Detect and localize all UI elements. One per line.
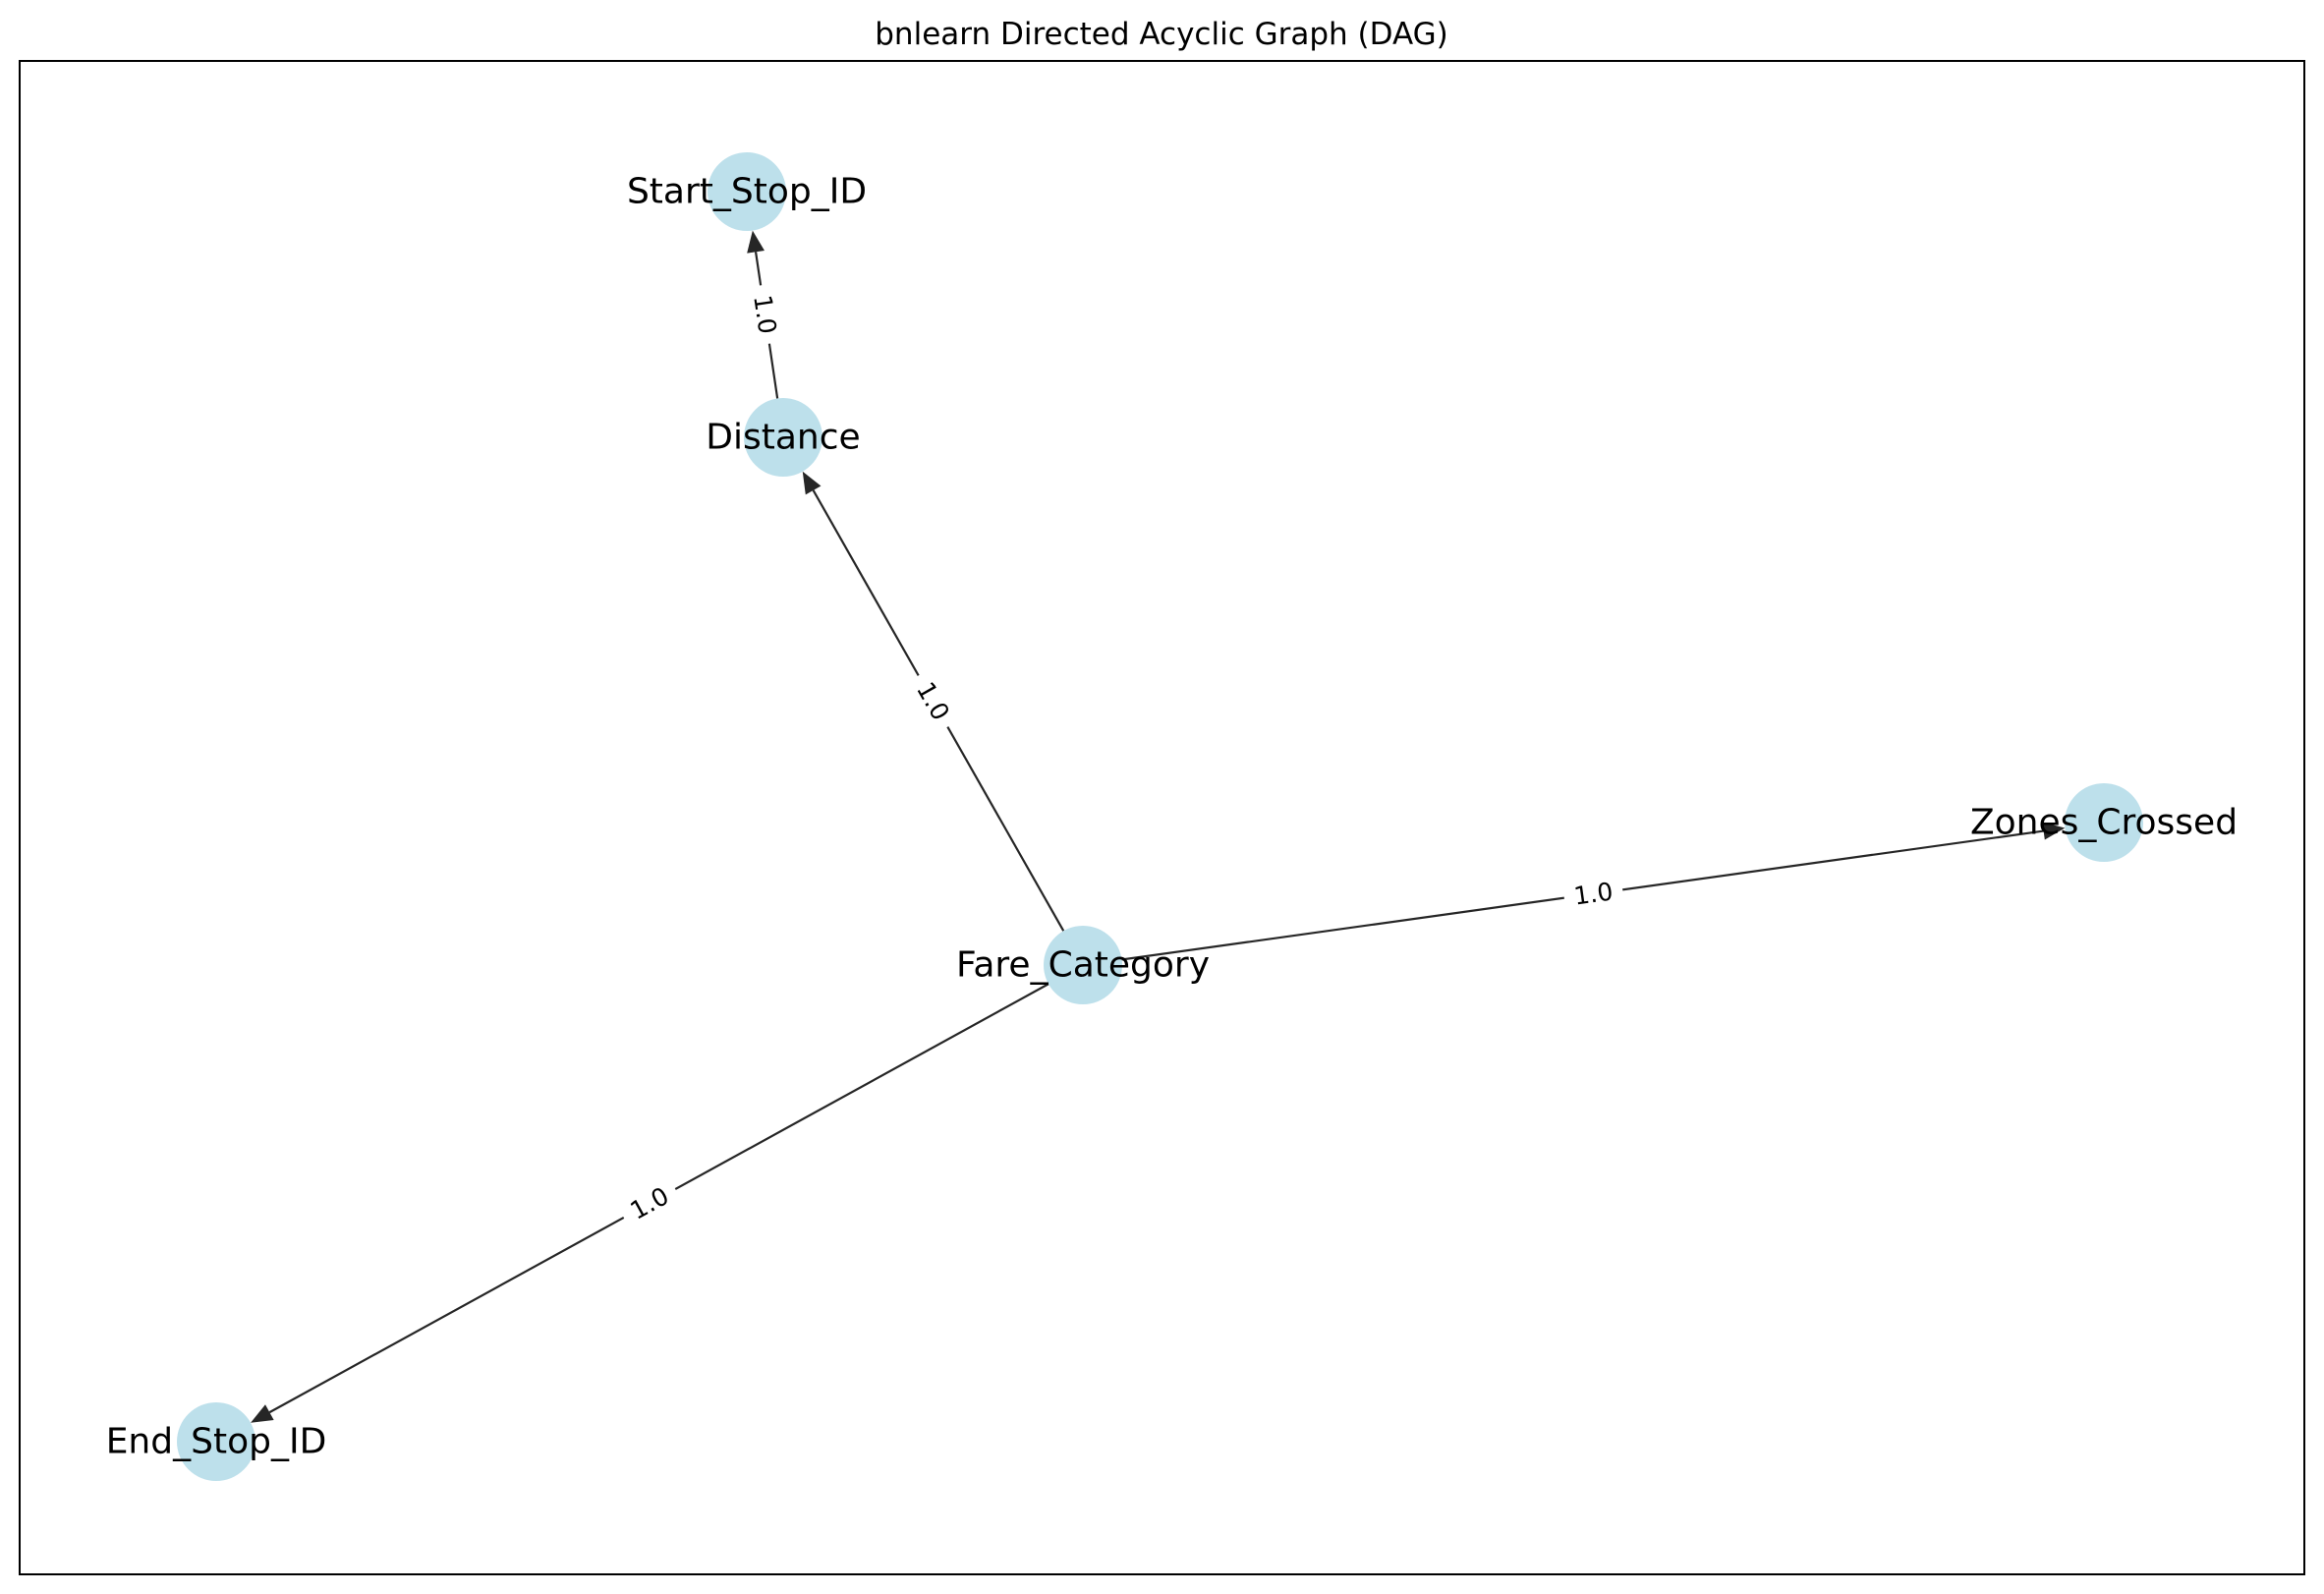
edge-label-background (1561, 873, 1625, 915)
node-label-start-stop-id: Start_Stop_ID (627, 172, 867, 212)
node-label-zones-crossed: Zones_Crossed (1970, 803, 2238, 843)
arrowhead (802, 471, 822, 495)
node-end-stop-id (177, 1402, 255, 1481)
arrowhead (747, 230, 765, 254)
edge-label-background (903, 667, 963, 735)
node-label-end-stop-id: End_Stop_ID (106, 1422, 327, 1462)
edge-label-background (615, 1174, 684, 1232)
edge-label-background (744, 282, 786, 347)
edge-weight-label: 1.0 (748, 293, 782, 336)
arrowhead (251, 1404, 274, 1423)
node-fare-category (1044, 926, 1122, 1004)
edge-label-fare-category-to-end-stop-id: 1.0 (615, 1174, 684, 1232)
edge-labels-layer: 1.0 1.0 1.0 1.0 (615, 282, 1625, 1232)
figure-title: bnlearn Directed Acyclic Graph (DAG) (875, 17, 1448, 52)
node-label-fare-category: Fare_Category (956, 945, 1210, 986)
edge-weight-label: 1.0 (1572, 877, 1615, 910)
edge-label-fare-category-to-zones-crossed: 1.0 (1561, 873, 1625, 915)
node-start-stop-id (708, 152, 786, 231)
node-distance (744, 398, 822, 477)
node-label-distance: Distance (706, 418, 860, 458)
edges-layer (251, 230, 2066, 1423)
node-labels-layer: Start_Stop_ID Distance Zones_Crossed Fare_C… (106, 172, 2238, 1462)
nodes-layer (177, 152, 2143, 1481)
arrowhead (2042, 822, 2066, 840)
node-zones-crossed (2065, 783, 2143, 862)
edge-label-distance-to-start-stop-id: 1.0 (744, 282, 786, 347)
plot-frame (19, 60, 2305, 1575)
edge-label-fare-category-to-distance: 1.0 (903, 667, 963, 735)
